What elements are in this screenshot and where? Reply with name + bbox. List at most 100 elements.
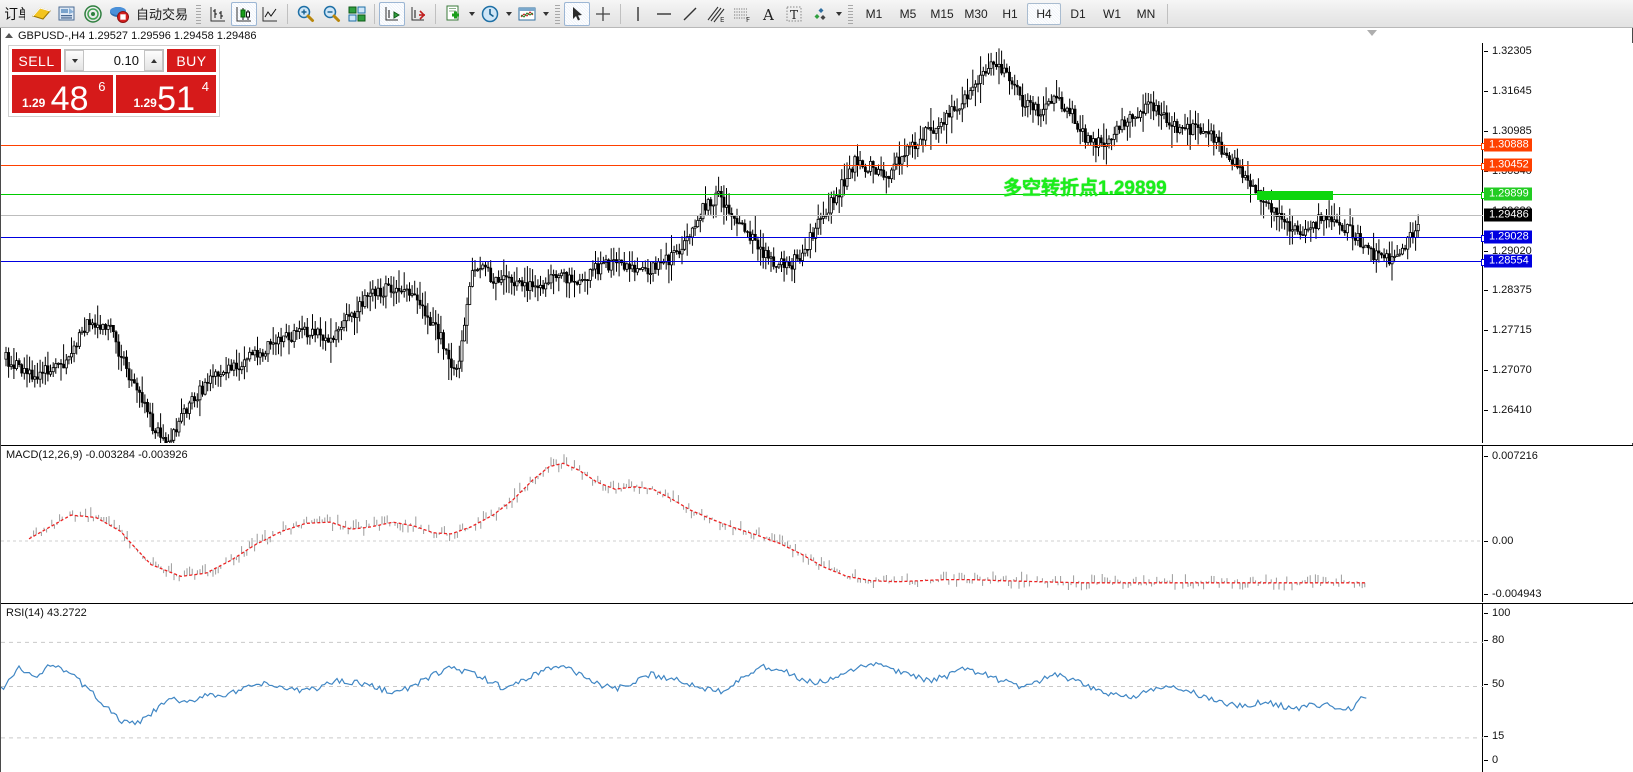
toolbar-divider-4 [620, 3, 622, 24]
buy-price-button[interactable]: 1.29 51 4 [115, 75, 216, 113]
timeframe-m5[interactable]: M5 [899, 6, 917, 21]
new-template-dropdown-arrow-icon[interactable] [466, 2, 477, 26]
macd-tick: 0.007216 [1484, 450, 1538, 462]
toolbar-divider-3 [435, 3, 437, 24]
toolbar-grip-1[interactable] [195, 3, 203, 24]
timeframe-w1[interactable]: W1 [1103, 6, 1122, 21]
volume-value[interactable]: 0.10 [84, 50, 144, 71]
tile-windows-icon[interactable] [344, 2, 370, 26]
rsi-scale[interactable]: 100 80 50 15 0 [1484, 604, 1633, 772]
objects-icon[interactable] [807, 2, 833, 26]
toolbar-divider-5 [1167, 3, 1169, 24]
price-tag-last: 1.29486 [1484, 208, 1532, 222]
buy-price-prefix: 1.29 [133, 96, 157, 110]
crosshair-icon[interactable] [590, 2, 616, 26]
timeframe-m30[interactable]: M30 [964, 6, 988, 21]
macd-plot[interactable] [1, 446, 1483, 602]
price-tick: 1.32305 [1484, 45, 1532, 57]
macd-scale[interactable]: 0.007216 0.00 -0.004943 [1484, 446, 1633, 602]
one-click-trading-panel[interactable]: SELL 0.10 BUY 1.29 48 6 1.29 51 4 [8, 45, 220, 117]
timeframe-m1[interactable]: M1 [865, 6, 883, 21]
timeframe-m15[interactable]: M15 [930, 6, 954, 21]
period-separator-icon[interactable] [477, 2, 503, 26]
sell-button[interactable]: SELL [12, 49, 61, 72]
restore-triangle-icon[interactable] [5, 33, 13, 38]
svg-text:A: A [762, 6, 774, 24]
horizontal-line-icon[interactable] [651, 2, 677, 26]
expert-advisor-icon[interactable] [28, 2, 54, 26]
text-icon[interactable]: T [781, 2, 807, 26]
price-plot[interactable]: 多空转折点1.29899 [1, 43, 1488, 443]
chart-shift-icon[interactable] [405, 2, 431, 26]
signals-icon[interactable] [80, 2, 106, 26]
rsi-plot[interactable] [1, 604, 1483, 772]
timeframe-h4[interactable]: H4 [1027, 2, 1062, 25]
cursor-icon[interactable] [564, 1, 591, 26]
text-label-icon[interactable]: A [755, 2, 781, 26]
indicators-icon[interactable] [514, 2, 540, 26]
price-tick: 1.31645 [1484, 85, 1532, 97]
period-dropdown-arrow-icon[interactable] [503, 2, 514, 26]
collapse-arrow-icon[interactable] [1365, 28, 1379, 38]
equidistant-channel-icon[interactable]: E [703, 2, 729, 26]
resistance-line-2[interactable] [1, 163, 1488, 170]
volume-increase-button[interactable] [144, 50, 163, 71]
autotrade-stop-icon[interactable] [106, 2, 132, 26]
objects-dropdown-arrow-icon[interactable] [833, 2, 844, 26]
new-order-icon[interactable]: 订单 [2, 2, 28, 26]
zoom-in-icon[interactable] [292, 2, 318, 26]
macd-series [1, 454, 1483, 591]
toolbar-grip-2[interactable] [554, 3, 562, 24]
toolbar-divider-2 [374, 3, 376, 24]
support-line-1[interactable] [1, 235, 1488, 242]
rsi-pane[interactable]: RSI(14) 43.2722 100 80 50 15 0 [1, 603, 1633, 772]
macd-pane[interactable]: MACD(12,26,9) -0.003284 -0.003926 0.0072… [1, 445, 1633, 602]
price-tag-support-1[interactable]: 1.29028 [1484, 230, 1532, 244]
candlestick-series [4, 48, 1420, 443]
autotrade-label[interactable]: 自动交易 [136, 7, 189, 22]
zoom-out-icon[interactable] [318, 2, 344, 26]
candlestick-chart-icon[interactable] [231, 1, 258, 26]
rsi-tick: 100 [1484, 607, 1510, 619]
timeframe-group: M1 M5 M15 M30 H1 H4 D1 W1 MN [857, 2, 1163, 25]
price-scale[interactable]: 1.32305 1.31645 1.30985 1.30340 1.29680 … [1484, 43, 1633, 536]
rsi-label: RSI(14) 43.2722 [6, 607, 87, 619]
sell-price-pip: 6 [98, 79, 106, 94]
timeframe-mn[interactable]: MN [1136, 6, 1156, 21]
macd-tick: 0.00 [1484, 535, 1513, 547]
buy-button[interactable]: BUY [167, 49, 216, 72]
trendline-icon[interactable] [677, 2, 703, 26]
one-click-price-row: 1.29 48 6 1.29 51 4 [12, 75, 216, 113]
new-template-icon[interactable] [440, 2, 466, 26]
sell-price-button[interactable]: 1.29 48 6 [12, 75, 113, 113]
toolbar-grip-3[interactable] [847, 3, 855, 24]
symbol-ohlc-label: GBPUSD-,H4 1.29527 1.29596 1.29458 1.294… [18, 29, 257, 42]
annotation-text[interactable]: 多空转折点1.29899 [1003, 178, 1167, 199]
bar-chart-icon[interactable] [205, 2, 231, 26]
auto-scroll-icon[interactable] [379, 1, 406, 26]
price-tick: 1.30985 [1484, 125, 1532, 137]
price-tag-resistance-1[interactable]: 1.30888 [1484, 138, 1532, 152]
indicators-dropdown-arrow-icon[interactable] [540, 2, 551, 26]
news-icon[interactable] [54, 2, 80, 26]
support-line-2[interactable] [1, 259, 1488, 266]
line-chart-icon[interactable] [257, 2, 283, 26]
fibonacci-icon[interactable]: F [729, 2, 755, 26]
rsi-tick: 50 [1484, 678, 1504, 690]
resistance-line-1[interactable] [1, 143, 1488, 150]
price-pane[interactable]: 多空转折点1.29899 1.32305 1.31645 1.30985 1.3… [1, 43, 1633, 536]
toolbar-divider-1 [287, 3, 289, 24]
price-tag-support-2[interactable]: 1.28554 [1484, 254, 1532, 268]
rsi-tick: 15 [1484, 730, 1504, 742]
highlight-band[interactable] [1257, 191, 1333, 200]
timeframe-d1[interactable]: D1 [1070, 6, 1086, 21]
svg-text:订单: 订单 [5, 7, 25, 23]
vertical-line-icon[interactable] [625, 2, 651, 26]
volume-decrease-button[interactable] [65, 50, 84, 71]
volume-stepper[interactable]: 0.10 [64, 49, 164, 72]
timeframe-h1[interactable]: H1 [1002, 6, 1018, 21]
price-tag-pivot[interactable]: 1.29899 [1484, 187, 1532, 201]
price-tag-resistance-2[interactable]: 1.30452 [1484, 158, 1532, 172]
macd-tick: -0.004943 [1484, 588, 1542, 600]
